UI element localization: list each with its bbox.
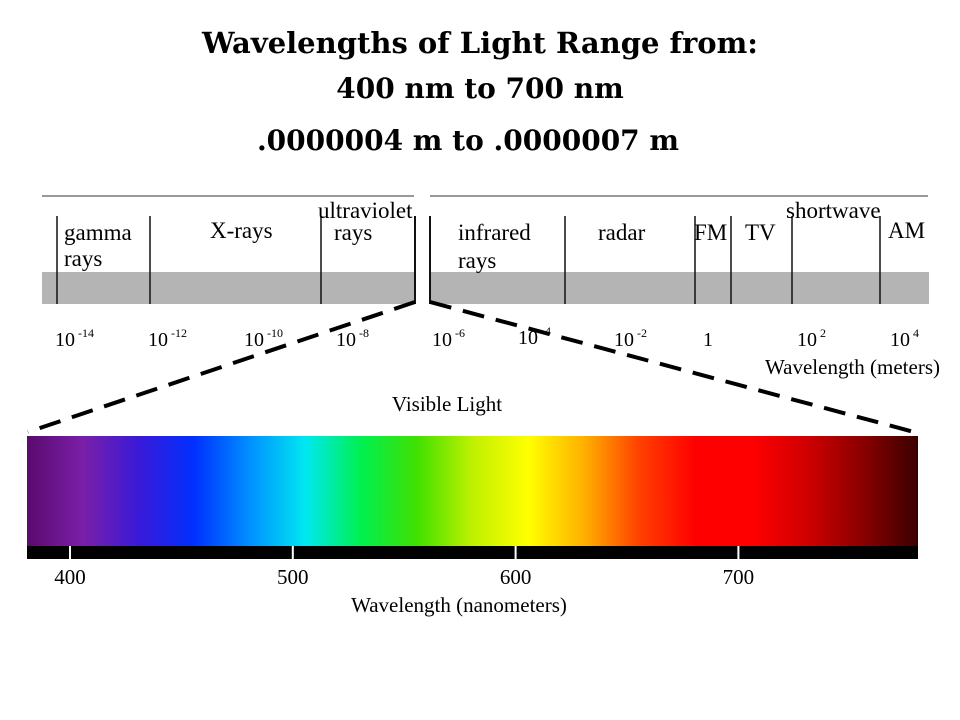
region-label-ultraviolet: ultraviolet	[318, 198, 413, 223]
region-label-xrays: X-rays	[210, 218, 273, 243]
em-tick-label: 10 4	[890, 326, 919, 351]
spectrum-bar-left	[42, 272, 415, 304]
region-label-fm: FM	[694, 220, 727, 245]
region-label-infrared: rays	[458, 248, 496, 273]
visible-tick-label: 400	[54, 565, 86, 589]
visible-axis-bar	[27, 546, 918, 559]
region-label-infrared: infrared	[458, 220, 531, 245]
em-tick-label: 10 -8	[336, 326, 369, 351]
region-label-gamma: rays	[64, 246, 102, 271]
em-tick-label: 10 -12	[148, 326, 187, 351]
visible-tick-label: 700	[723, 565, 755, 589]
em-tick-label: 10 -10	[244, 326, 283, 351]
title-line-1: Wavelengths of Light Range from:	[202, 26, 758, 60]
visible-axis-label: Wavelength (nanometers)	[351, 593, 567, 617]
region-label-radar: radar	[598, 220, 646, 245]
visible-tick-label: 500	[277, 565, 309, 589]
region-label-ultraviolet: rays	[334, 220, 372, 245]
title-line-3: .0000004 m to .0000007 m	[256, 124, 680, 157]
em-tick-label: 10 -6	[432, 326, 465, 351]
zoom-line-left	[27, 300, 416, 434]
em-tick-label: 10 2	[797, 326, 826, 351]
visible-tick-label: 600	[500, 565, 532, 589]
em-tick-label: 10 -14	[55, 326, 94, 351]
em-axis-label: Wavelength (meters)	[765, 355, 940, 379]
zoom-line-right	[429, 300, 915, 434]
region-label-tv: TV	[745, 220, 776, 245]
em-tick-label: 10 -4	[518, 324, 551, 349]
visible-spectrum-band	[27, 436, 918, 546]
region-label-gamma: gamma	[64, 220, 132, 245]
region-label-am: AM	[888, 218, 925, 243]
em-tick-label: 1	[703, 329, 713, 351]
em-tick-label: 10 -2	[614, 326, 647, 351]
visible-light-label: Visible Light	[392, 392, 502, 416]
region-label-shortwave: shortwave	[786, 198, 881, 223]
title-line-2: 400 nm to 700 nm	[336, 72, 624, 105]
spectrum-bar-right	[430, 272, 929, 304]
